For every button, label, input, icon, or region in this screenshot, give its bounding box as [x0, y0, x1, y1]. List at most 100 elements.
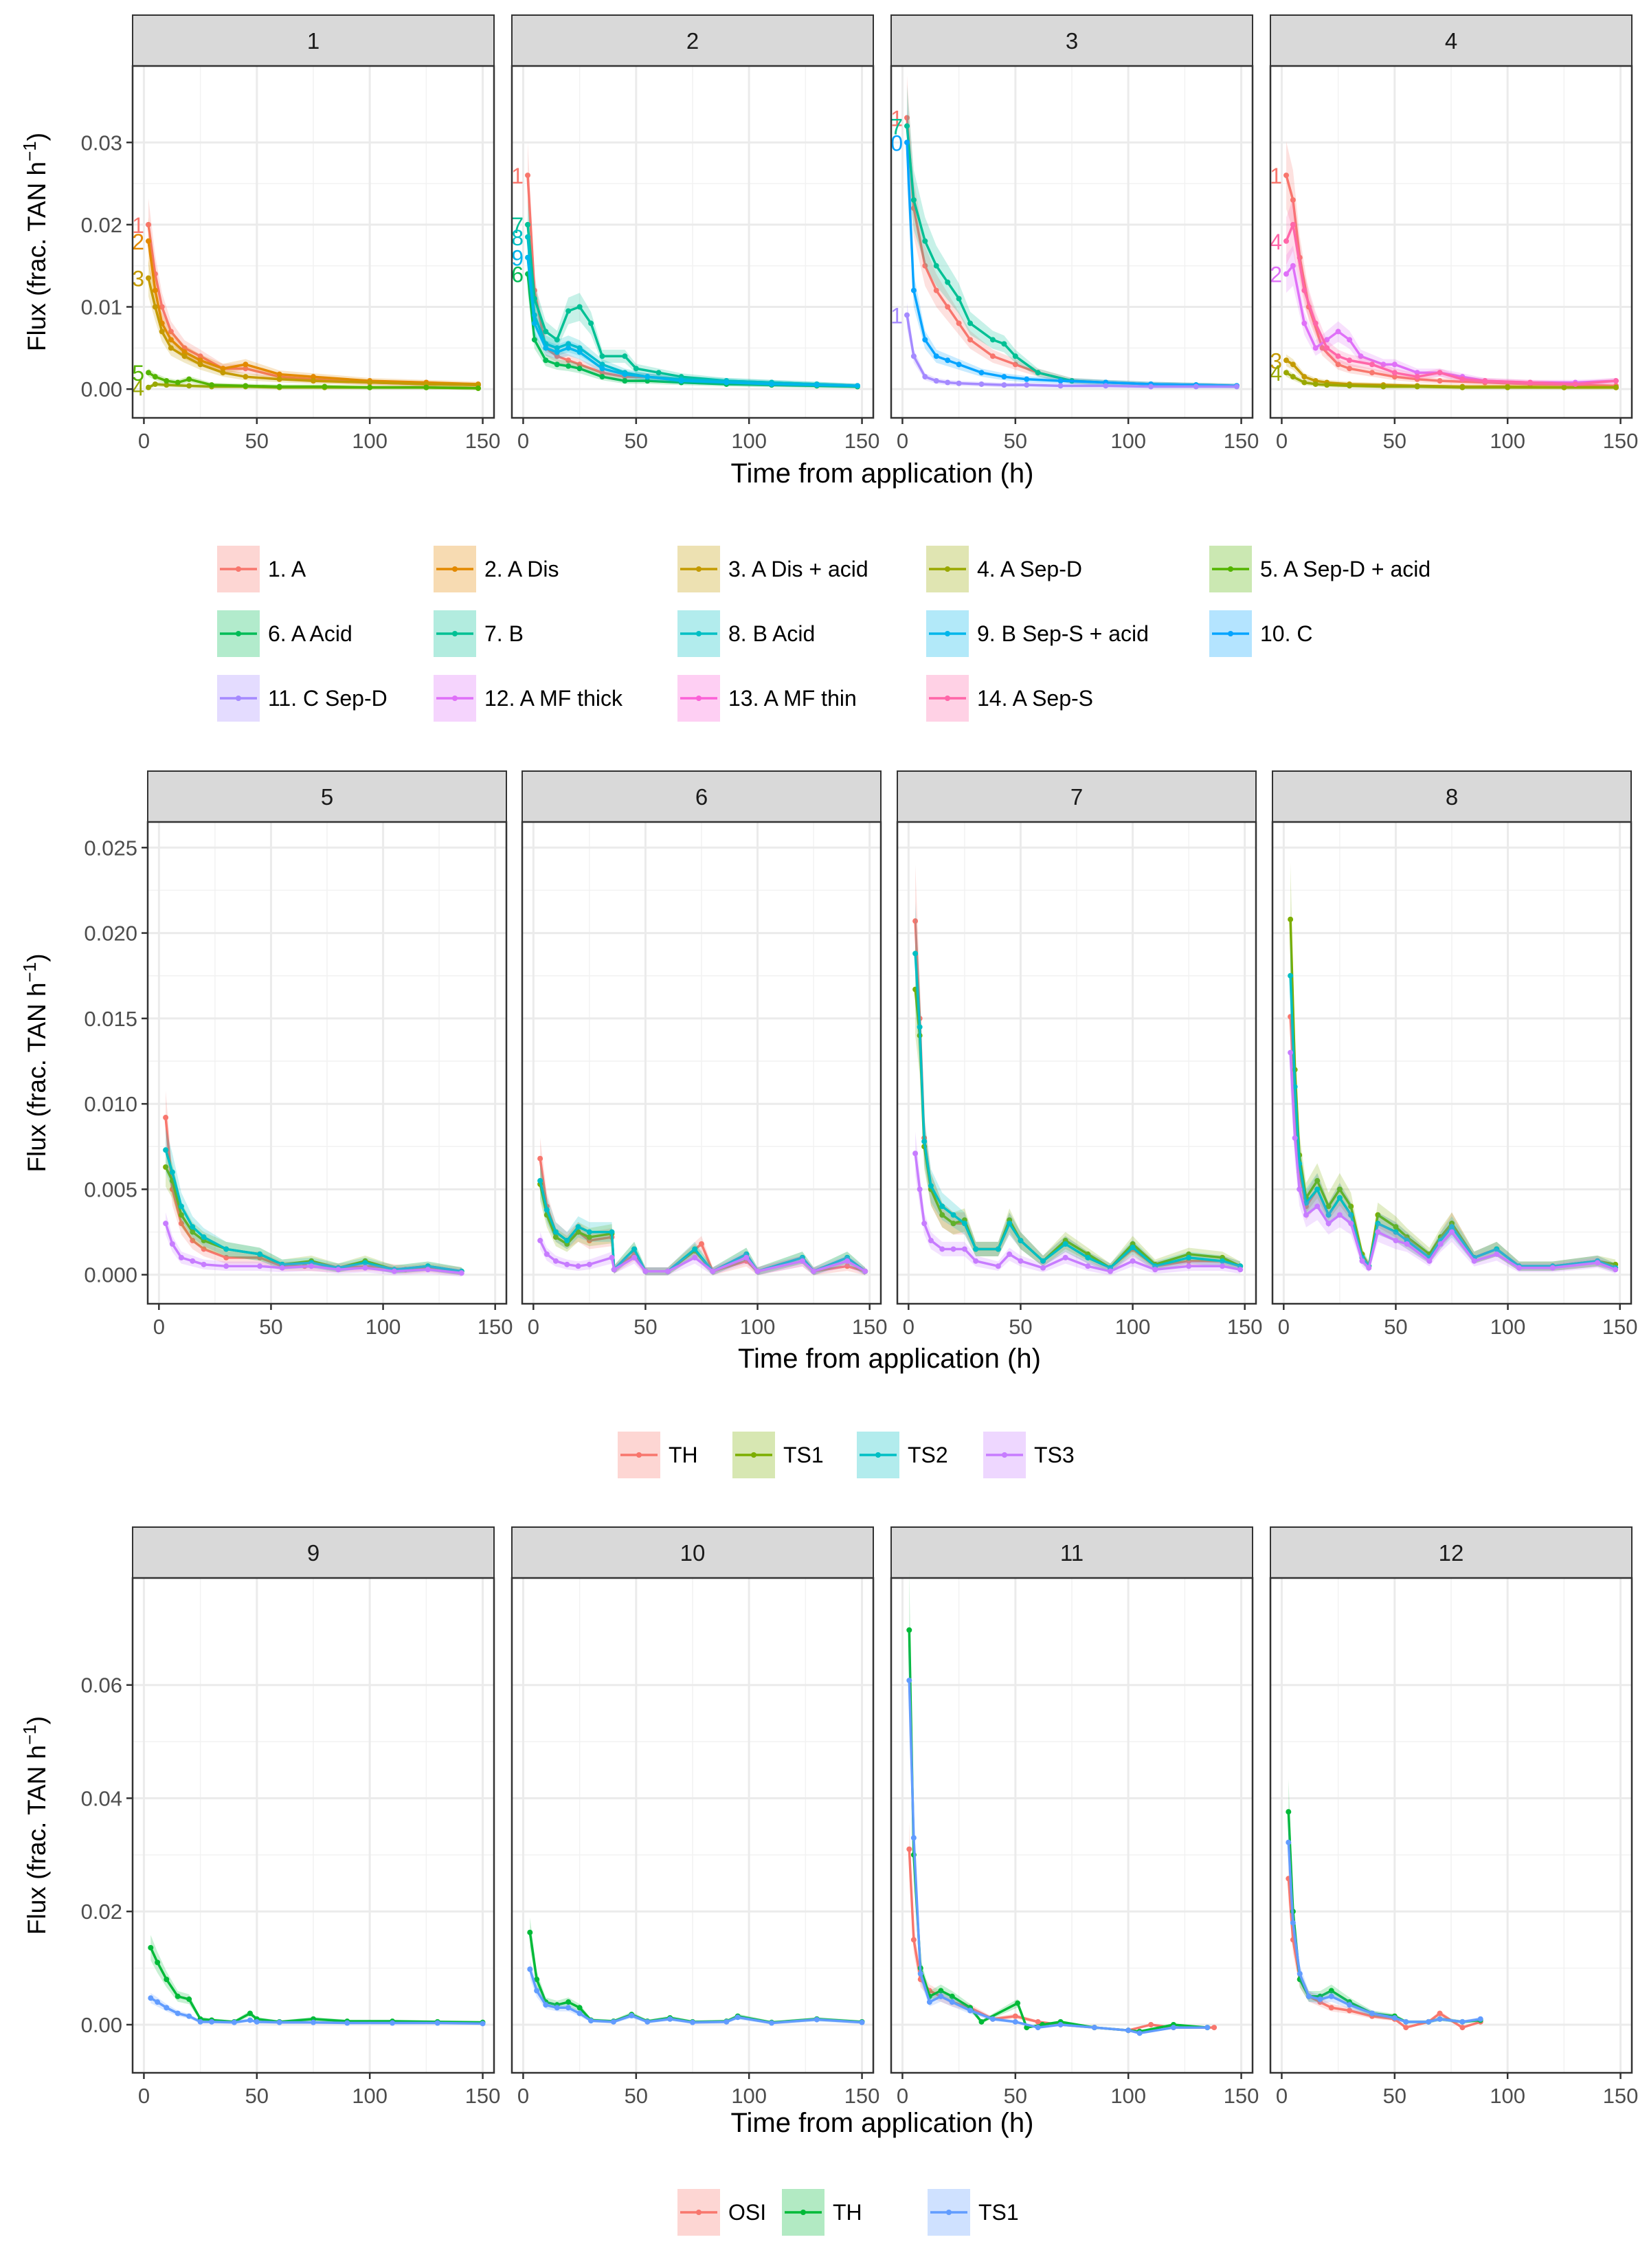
data-point — [1001, 374, 1007, 380]
data-point — [933, 378, 939, 384]
data-point — [1391, 362, 1398, 368]
data-point — [1393, 1238, 1399, 1244]
data-point — [938, 1993, 944, 1999]
data-point — [243, 362, 249, 368]
data-point — [1288, 916, 1294, 922]
legend-key-point — [236, 631, 241, 636]
data-point — [1290, 197, 1296, 203]
data-point — [163, 1164, 169, 1170]
panel-border — [521, 821, 882, 1305]
data-point — [186, 383, 192, 389]
data-point — [734, 2014, 741, 2021]
data-point — [978, 2019, 985, 2025]
data-point — [938, 1988, 944, 1994]
data-point — [159, 329, 165, 335]
data-point — [1369, 2010, 1375, 2016]
data-point — [152, 374, 158, 380]
data-point — [309, 1263, 315, 1269]
data-point — [967, 337, 974, 343]
data-point — [1288, 1049, 1294, 1056]
data-point — [926, 1999, 932, 2005]
data-point — [690, 2019, 695, 2025]
data-point — [622, 371, 628, 377]
data-point — [1018, 1238, 1024, 1244]
data-point — [565, 363, 572, 369]
x-tick-label: 150 — [1224, 429, 1259, 453]
x-tick-label: 0 — [138, 2084, 150, 2108]
legend-label: OSI — [728, 2200, 766, 2225]
data-point — [223, 1263, 229, 1269]
data-point — [220, 370, 226, 376]
series-label: 4 — [1270, 230, 1282, 254]
y-axis-title: Flux (frac. TAN h−1) — [19, 133, 51, 351]
data-point — [1186, 1254, 1192, 1260]
y-tick-label: 0.010 — [84, 1092, 137, 1116]
legend-key-point — [800, 2210, 806, 2215]
data-point — [201, 1246, 207, 1252]
data-point — [1366, 1265, 1372, 1271]
data-point — [543, 357, 549, 364]
series-label: 5 — [132, 361, 144, 386]
data-point — [1314, 1178, 1321, 1184]
panel-border — [1269, 65, 1633, 419]
data-point — [311, 2019, 316, 2025]
data-point — [175, 379, 181, 386]
data-point — [1348, 1221, 1354, 1227]
series-label: 1 — [511, 164, 524, 188]
series-TS3 — [1288, 1016, 1619, 1274]
legend-key-point — [236, 566, 241, 572]
data-point — [967, 2008, 974, 2014]
data-point — [1286, 1809, 1292, 1815]
x-tick-label: 50 — [625, 2084, 648, 2108]
data-point — [1091, 2025, 1097, 2031]
series-3. A Dis + acid: 3 — [132, 260, 481, 388]
data-point — [197, 362, 203, 368]
y-axis-title: Flux (frac. TAN h−1) — [19, 953, 51, 1172]
data-point — [543, 345, 549, 351]
data-point — [257, 1251, 263, 1257]
data-point — [1012, 2019, 1018, 2025]
data-point — [1403, 2019, 1409, 2025]
legend-label: 3. A Dis + acid — [728, 557, 868, 581]
x-tick-label: 0 — [517, 429, 529, 453]
data-point — [1494, 1251, 1500, 1257]
data-point — [917, 1186, 923, 1192]
series-line — [1289, 1052, 1616, 1271]
data-point — [564, 1261, 570, 1267]
data-point — [710, 1268, 716, 1274]
data-point — [1459, 376, 1466, 382]
data-point — [1035, 2025, 1041, 2031]
x-tick-label: 150 — [844, 2084, 880, 2108]
legend-label: 10. C — [1260, 621, 1312, 646]
series-TS1 — [527, 1959, 865, 2026]
data-point — [1062, 1241, 1068, 1247]
legend-entry: TH — [782, 2189, 862, 2236]
x-tick-label: 100 — [1115, 1315, 1151, 1339]
y-tick-label: 0.015 — [84, 1007, 137, 1031]
data-point — [186, 376, 192, 382]
data-point — [152, 381, 158, 387]
data-point — [1325, 1212, 1332, 1218]
legend-entry: 14. A Sep-S — [926, 675, 1093, 722]
series-5. A Sep-D + acid: 5 — [132, 361, 481, 391]
x-tick-label: 50 — [1384, 1315, 1407, 1339]
y-tick-label: 0.025 — [84, 836, 137, 860]
chart-group-middle: 50 50 100 1500.0000.0050.0100.0150.0200.025… — [19, 770, 1638, 1478]
x-tick-label: 150 — [1602, 1315, 1638, 1339]
x-tick-label: 100 — [1490, 429, 1525, 453]
x-tick-label: 50 — [259, 1315, 282, 1339]
data-point — [1404, 1241, 1410, 1247]
data-point — [155, 1959, 161, 1966]
panel-8: 8 0 50 100 150 — [1271, 770, 1638, 1339]
data-point — [163, 1115, 169, 1121]
data-point — [1107, 1268, 1113, 1274]
panel-border — [896, 821, 1257, 1305]
data-point — [928, 1183, 934, 1189]
legend-label: TH — [833, 2200, 862, 2225]
data-point — [995, 1246, 1001, 1252]
series-TS3 — [163, 1212, 464, 1277]
data-point — [939, 1203, 945, 1210]
panel-strip-label: 3 — [1066, 28, 1078, 54]
x-tick-label: 50 — [1383, 429, 1406, 453]
